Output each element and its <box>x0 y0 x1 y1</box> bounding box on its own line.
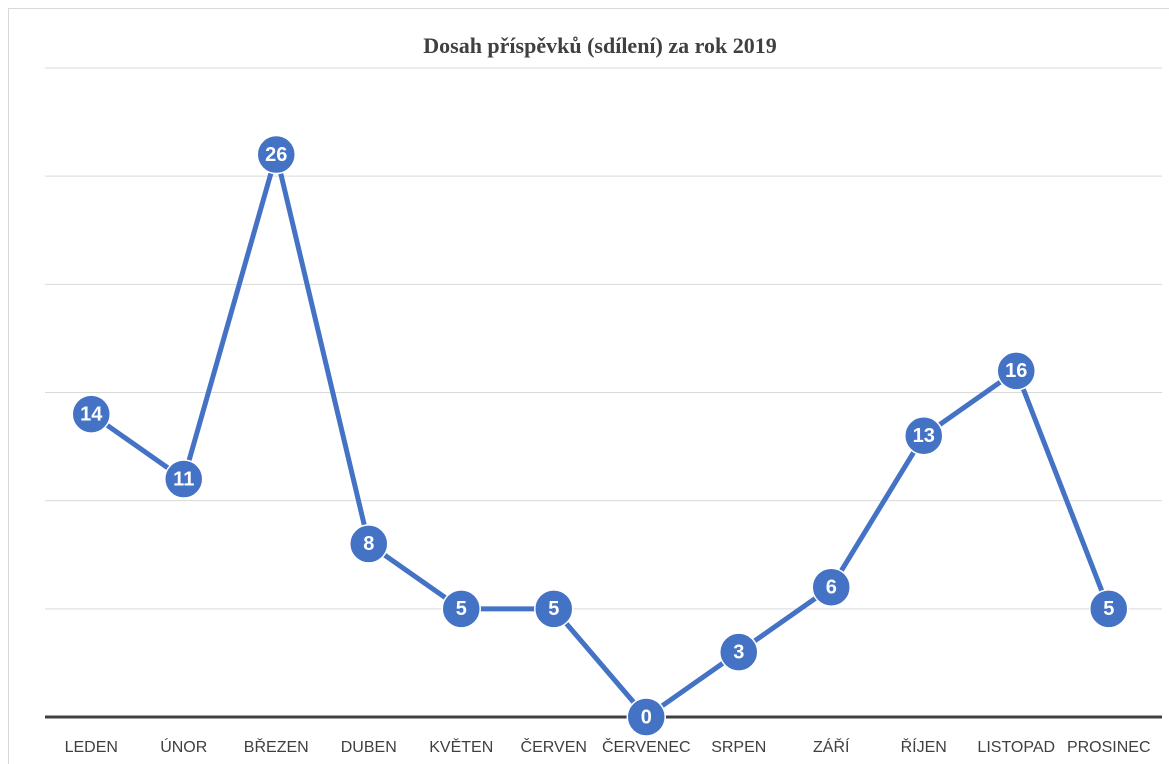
data-label: 11 <box>173 468 194 490</box>
data-label: 26 <box>265 144 287 166</box>
marker <box>441 589 481 629</box>
chart-border <box>8 8 1169 764</box>
marker <box>256 134 296 175</box>
marker <box>71 394 111 434</box>
marker <box>349 524 389 564</box>
x-tick-label: ZÁŘÍ <box>813 737 850 756</box>
x-tick-label: DUBEN <box>341 739 397 756</box>
x-tick-label: PROSINEC <box>1067 739 1151 756</box>
x-tick-label: LEDEN <box>65 739 118 756</box>
x-tick-label: SRPEN <box>711 739 766 756</box>
data-label: 8 <box>363 533 374 555</box>
marker <box>904 416 944 456</box>
x-tick-label: ČERVENEC <box>602 737 691 756</box>
chart-title: Dosah příspěvků (sdílení) za rok 2019 <box>423 33 776 58</box>
data-label: 6 <box>826 576 837 598</box>
x-tick-label: ŘÍJEN <box>901 737 947 756</box>
marker <box>996 351 1036 391</box>
marker <box>626 697 666 737</box>
data-label: 5 <box>1103 598 1114 620</box>
data-label: 3 <box>733 641 744 663</box>
data-label: 5 <box>456 598 467 620</box>
x-tick-label: ÚNOR <box>160 737 207 756</box>
data-label: 13 <box>913 425 935 447</box>
data-label: 0 <box>641 706 652 728</box>
marker <box>164 459 204 499</box>
data-label: 14 <box>80 403 103 425</box>
marker <box>1089 589 1129 629</box>
x-tick-label: LISTOPAD <box>977 739 1055 756</box>
data-label: 16 <box>1005 360 1027 382</box>
marker <box>811 567 851 607</box>
data-label: 5 <box>548 598 559 620</box>
marker <box>534 589 574 629</box>
x-tick-label: KVĚTEN <box>429 737 493 756</box>
marker <box>719 632 759 672</box>
x-tick-label: ČERVEN <box>521 737 587 756</box>
x-tick-label: BŘEZEN <box>244 737 309 756</box>
